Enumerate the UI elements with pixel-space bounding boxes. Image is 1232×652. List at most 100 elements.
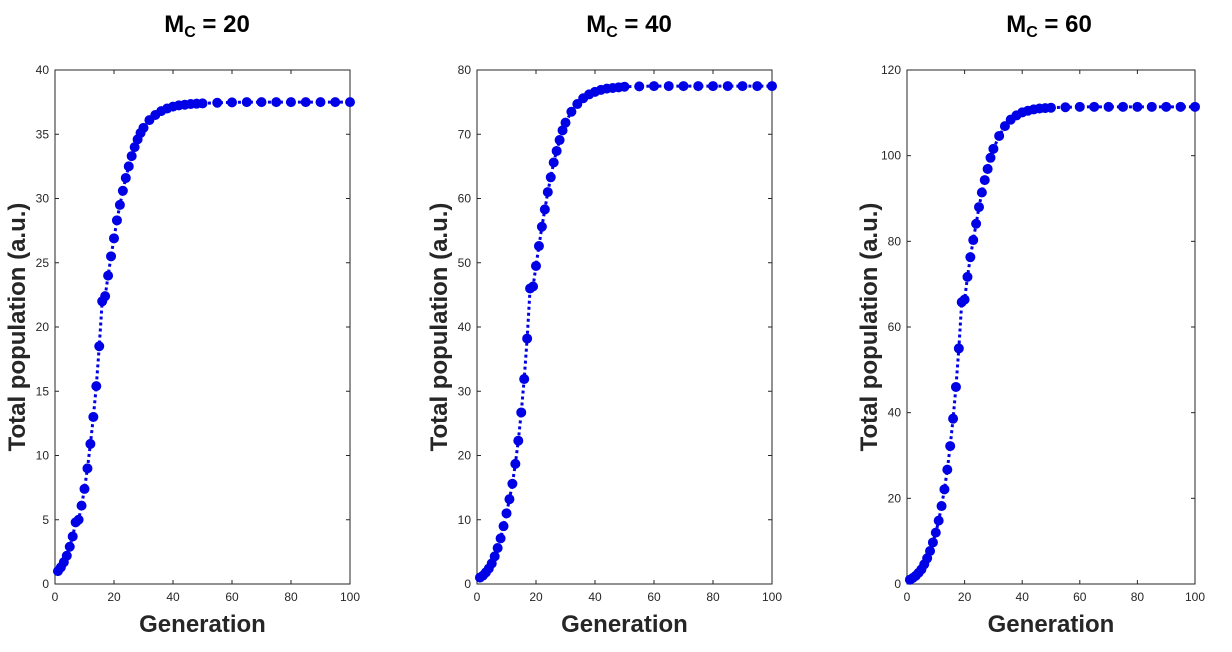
data-point — [536, 221, 547, 232]
x-tick-label: 0 — [52, 590, 59, 604]
data-point — [968, 235, 979, 246]
chart-panel-mc-20: MC = 20 0 20 40 60 80 100 0 5 10 15 20 25 30 35 40 Gener… — [0, 0, 410, 652]
data-point — [1074, 101, 1085, 112]
data-point — [138, 122, 149, 133]
chart-title-main: M — [586, 11, 606, 38]
y-tick-label: 70 — [458, 127, 472, 141]
chart-title-subscript: C — [1026, 24, 1038, 41]
x-tick-label: 20 — [529, 590, 543, 604]
data-point — [985, 152, 996, 163]
axes-box — [476, 69, 773, 585]
data-point — [516, 407, 527, 418]
x-tick-label: 60 — [1073, 590, 1087, 604]
data-point — [999, 121, 1010, 132]
data-point — [930, 527, 941, 538]
x-axis-label: Generation — [988, 611, 1115, 638]
y-axis-label: Total population (a.u.) — [426, 203, 453, 452]
data-point — [539, 204, 550, 215]
x-tick-label: 100 — [340, 590, 360, 604]
x-tick-label: 60 — [647, 590, 661, 604]
y-tick-label: 80 — [888, 234, 902, 248]
data-point — [1046, 102, 1056, 113]
data-point — [123, 161, 134, 172]
x-tick-label: 100 — [762, 590, 782, 604]
y-tick-label: 120 — [881, 63, 901, 77]
y-tick-label: 30 — [458, 384, 472, 398]
chart-title-main: M — [164, 11, 184, 38]
data-point — [925, 546, 936, 557]
data-point — [120, 172, 131, 183]
data-point — [554, 135, 565, 146]
data-point — [126, 151, 137, 162]
data-point — [73, 514, 84, 525]
data-point — [513, 435, 524, 446]
data-point — [533, 241, 544, 252]
data-point — [330, 97, 341, 108]
chart-svg: MC = 60 0 20 40 60 80 100 0 20 40 60 80 100 120 Genera… — [856, 11, 1205, 638]
data-point — [286, 97, 296, 108]
data-point — [982, 163, 993, 174]
data-point — [649, 81, 659, 92]
y-tick-label: 50 — [458, 256, 472, 270]
y-tick-label: 15 — [36, 384, 50, 398]
chart-title: MC = 60 — [1006, 11, 1092, 41]
data-point — [942, 464, 953, 475]
data-point — [495, 533, 506, 544]
data-point — [976, 187, 987, 198]
x-tick-label: 100 — [1185, 590, 1205, 604]
chart-title-value: = 60 — [1038, 11, 1092, 38]
axes-box — [906, 69, 1196, 585]
data-point — [501, 508, 512, 519]
y-axis-label: Total population (a.u.) — [4, 203, 31, 452]
data-point — [1060, 102, 1071, 113]
chart-title: MC = 40 — [586, 11, 672, 41]
data-point — [507, 478, 518, 489]
y-tick-label: 5 — [42, 513, 49, 527]
x-axis-label: Generation — [561, 611, 688, 638]
data-point — [100, 291, 111, 302]
data-point — [962, 271, 973, 282]
data-point — [1089, 101, 1100, 112]
data-point — [1175, 101, 1186, 112]
data-point — [489, 551, 500, 562]
y-tick-label: 0 — [42, 577, 49, 591]
y-tick-label: 60 — [458, 192, 472, 206]
data-point — [933, 515, 944, 526]
chart-title-value: = 20 — [196, 11, 250, 38]
data-point — [959, 294, 970, 305]
data-point — [82, 463, 93, 474]
data-point — [197, 98, 208, 109]
y-tick-label: 30 — [36, 192, 50, 206]
chart-panel-mc-60: MC = 60 0 20 40 60 80 100 0 20 40 60 80 100 120 Genera… — [820, 0, 1232, 652]
data-point — [572, 99, 583, 110]
data-point — [939, 484, 950, 495]
chart-title: MC = 20 — [164, 11, 250, 41]
x-tick-label: 0 — [904, 590, 911, 604]
series-line — [56, 100, 350, 573]
x-tick-label: 0 — [474, 590, 481, 604]
data-point — [936, 501, 947, 512]
data-point — [545, 172, 556, 183]
data-point — [950, 381, 961, 392]
data-point — [619, 81, 630, 92]
data-point — [345, 97, 355, 108]
data-point — [979, 175, 990, 186]
data-point — [88, 411, 99, 422]
data-point — [498, 521, 509, 532]
x-tick-label: 80 — [1131, 590, 1145, 604]
data-point — [1132, 101, 1143, 112]
x-tick-label: 80 — [284, 590, 298, 604]
data-point — [927, 537, 938, 548]
data-point — [634, 81, 645, 92]
chart-title-subscript: C — [606, 24, 618, 41]
data-point — [103, 270, 114, 281]
y-tick-label: 0 — [894, 577, 901, 591]
data-point — [737, 81, 748, 92]
data-point — [1146, 101, 1157, 112]
data-point — [271, 97, 282, 108]
y-tick-label: 20 — [458, 449, 472, 463]
x-tick-label: 20 — [107, 590, 121, 604]
data-point — [504, 494, 515, 505]
x-tick-label: 60 — [225, 590, 239, 604]
data-point — [948, 413, 959, 424]
